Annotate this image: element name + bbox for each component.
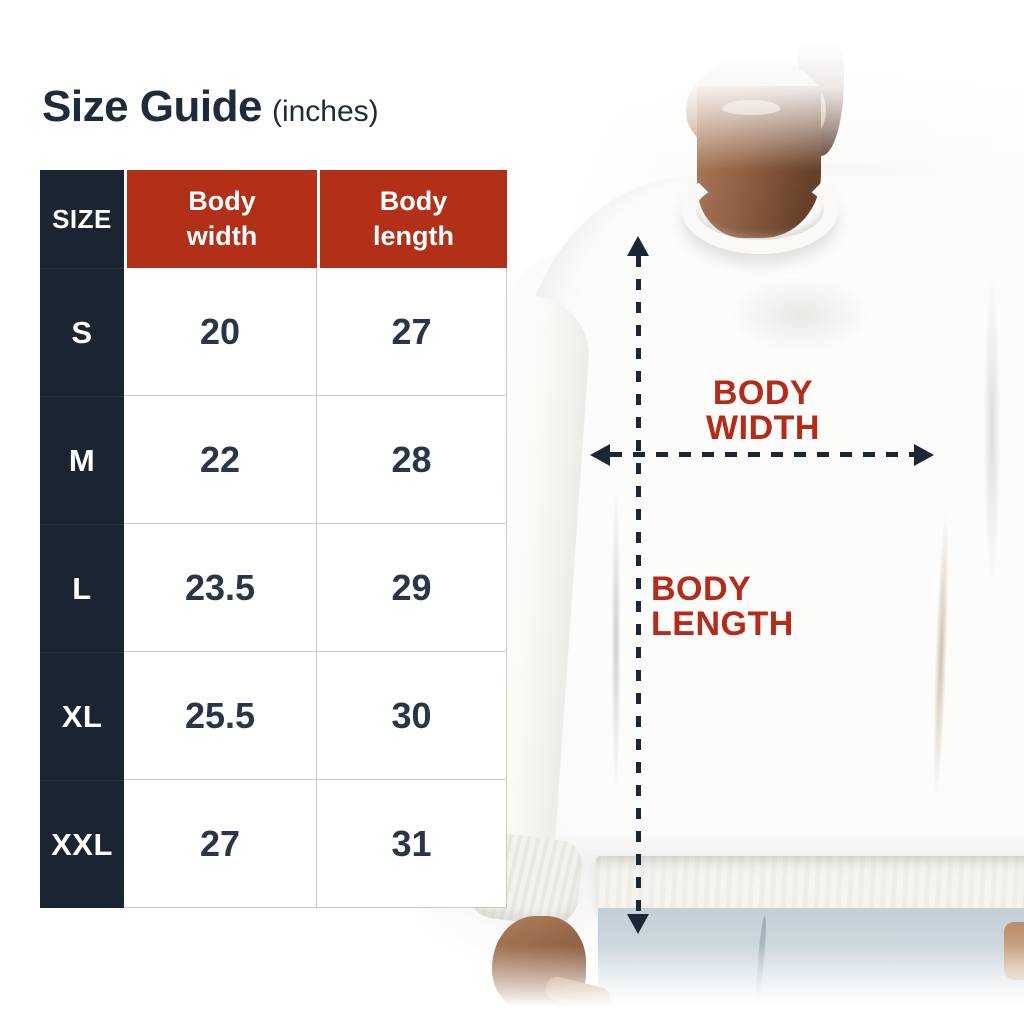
- photo-bottom-fade: [415, 945, 1024, 1024]
- body-width-arrowhead-right-icon: [914, 444, 934, 466]
- page-title-text: Size Guide: [42, 82, 262, 131]
- size-cell-xl: XL: [40, 652, 124, 780]
- sweatshirt-collar: [682, 166, 838, 254]
- sweatshirt-right-fold: [975, 215, 1009, 645]
- body-length-arrowhead-top-icon: [627, 236, 649, 256]
- body-length-dashed-line: [636, 256, 641, 918]
- body-length-cell-s: 27: [317, 268, 507, 396]
- body-width-cell-s: 20: [124, 268, 317, 396]
- page-title: Size Guide (inches): [42, 82, 379, 132]
- sleeve-body-crease: [606, 420, 626, 860]
- size-cell-s: S: [40, 268, 124, 396]
- body-width-label: BODY WIDTH: [706, 374, 820, 448]
- body-width-dashed-line: [610, 452, 914, 457]
- size-table: SIZE Body width Body length S 20 27 M 22…: [40, 170, 507, 908]
- header-size: SIZE: [40, 170, 124, 268]
- body-length-cell-xxl: 31: [317, 780, 507, 908]
- sweatshirt-chest-shadow: [700, 255, 900, 375]
- body-length-arrowhead-bottom-icon: [627, 914, 649, 934]
- body-width-arrowhead-left-icon: [590, 444, 610, 466]
- photo-top-fade: [415, 0, 1024, 170]
- body-length-cell-xl: 30: [317, 652, 507, 780]
- body-length-cell-l: 29: [317, 524, 507, 652]
- body-length-cell-m: 28: [317, 396, 507, 524]
- body-width-cell-xxl: 27: [124, 780, 317, 908]
- page-title-unit: (inches): [271, 95, 379, 128]
- size-cell-xxl: XXL: [40, 780, 124, 908]
- sweatshirt-hem-band: [596, 856, 1024, 914]
- size-cell-m: M: [40, 396, 124, 524]
- body-width-cell-l: 23.5: [124, 524, 317, 652]
- body-width-cell-m: 22: [124, 396, 317, 524]
- size-cell-l: L: [40, 524, 124, 652]
- header-body-width: Body width: [124, 170, 317, 268]
- header-body-length: Body length: [317, 170, 507, 268]
- body-width-cell-xl: 25.5: [124, 652, 317, 780]
- body-length-label: BODY LENGTH: [651, 570, 794, 644]
